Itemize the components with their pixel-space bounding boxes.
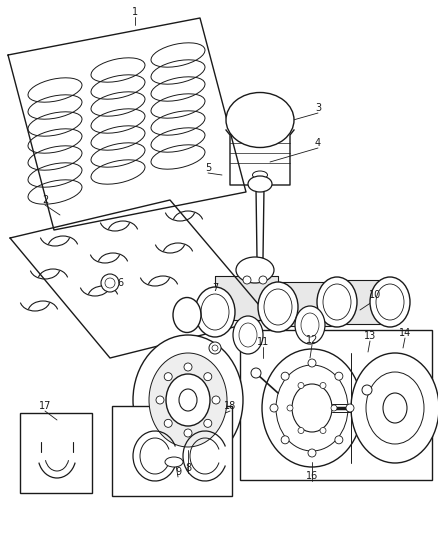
- Polygon shape: [8, 18, 245, 230]
- Text: 13: 13: [363, 331, 375, 341]
- Circle shape: [164, 373, 172, 381]
- Text: 14: 14: [398, 328, 410, 338]
- Ellipse shape: [194, 287, 234, 337]
- Circle shape: [319, 427, 325, 433]
- Text: 9: 9: [174, 467, 180, 477]
- Text: 1: 1: [132, 7, 138, 17]
- Ellipse shape: [261, 349, 361, 467]
- Circle shape: [258, 276, 266, 284]
- Ellipse shape: [291, 384, 331, 432]
- Circle shape: [164, 419, 172, 427]
- Bar: [20, 413, 92, 493]
- Ellipse shape: [133, 335, 243, 465]
- Circle shape: [334, 436, 342, 444]
- Ellipse shape: [179, 389, 197, 411]
- Ellipse shape: [226, 93, 293, 148]
- Ellipse shape: [294, 306, 324, 344]
- Circle shape: [361, 385, 371, 395]
- Text: 3: 3: [314, 103, 320, 113]
- Circle shape: [212, 396, 219, 404]
- Ellipse shape: [165, 457, 183, 467]
- Text: 17: 17: [39, 401, 51, 411]
- Circle shape: [330, 405, 336, 411]
- Bar: [112, 406, 231, 496]
- Circle shape: [203, 373, 211, 381]
- Circle shape: [251, 368, 261, 378]
- Text: 7: 7: [212, 283, 218, 293]
- Text: 8: 8: [184, 463, 191, 473]
- Circle shape: [243, 276, 251, 284]
- Polygon shape: [215, 276, 277, 320]
- Circle shape: [297, 427, 303, 433]
- Text: 6: 6: [117, 278, 123, 288]
- Ellipse shape: [166, 374, 209, 426]
- Ellipse shape: [350, 353, 438, 463]
- Text: 11: 11: [256, 337, 268, 347]
- Ellipse shape: [173, 297, 201, 333]
- Circle shape: [319, 383, 325, 389]
- Ellipse shape: [236, 257, 273, 283]
- Circle shape: [208, 342, 220, 354]
- Text: 2: 2: [42, 195, 48, 205]
- Polygon shape: [336, 280, 389, 324]
- Ellipse shape: [382, 393, 406, 423]
- Circle shape: [203, 419, 211, 427]
- Circle shape: [155, 396, 164, 404]
- Ellipse shape: [148, 353, 226, 447]
- Bar: [240, 330, 431, 480]
- Text: 4: 4: [314, 138, 320, 148]
- Text: 16: 16: [305, 471, 318, 481]
- Circle shape: [184, 429, 191, 437]
- Ellipse shape: [258, 282, 297, 332]
- Text: 10: 10: [368, 290, 380, 300]
- Circle shape: [334, 372, 342, 380]
- Circle shape: [101, 274, 119, 292]
- Ellipse shape: [369, 277, 409, 327]
- Circle shape: [280, 372, 289, 380]
- Circle shape: [184, 363, 191, 371]
- Ellipse shape: [252, 171, 267, 179]
- Ellipse shape: [247, 176, 272, 192]
- Ellipse shape: [316, 277, 356, 327]
- Text: 12: 12: [305, 335, 318, 345]
- Text: 18: 18: [223, 401, 236, 411]
- Circle shape: [280, 436, 289, 444]
- Polygon shape: [277, 282, 336, 326]
- Circle shape: [286, 405, 292, 411]
- Circle shape: [307, 359, 315, 367]
- Circle shape: [297, 383, 303, 389]
- Circle shape: [307, 449, 315, 457]
- Ellipse shape: [233, 316, 262, 354]
- Circle shape: [345, 404, 353, 412]
- Circle shape: [269, 404, 277, 412]
- Text: 5: 5: [205, 163, 211, 173]
- Polygon shape: [10, 200, 269, 358]
